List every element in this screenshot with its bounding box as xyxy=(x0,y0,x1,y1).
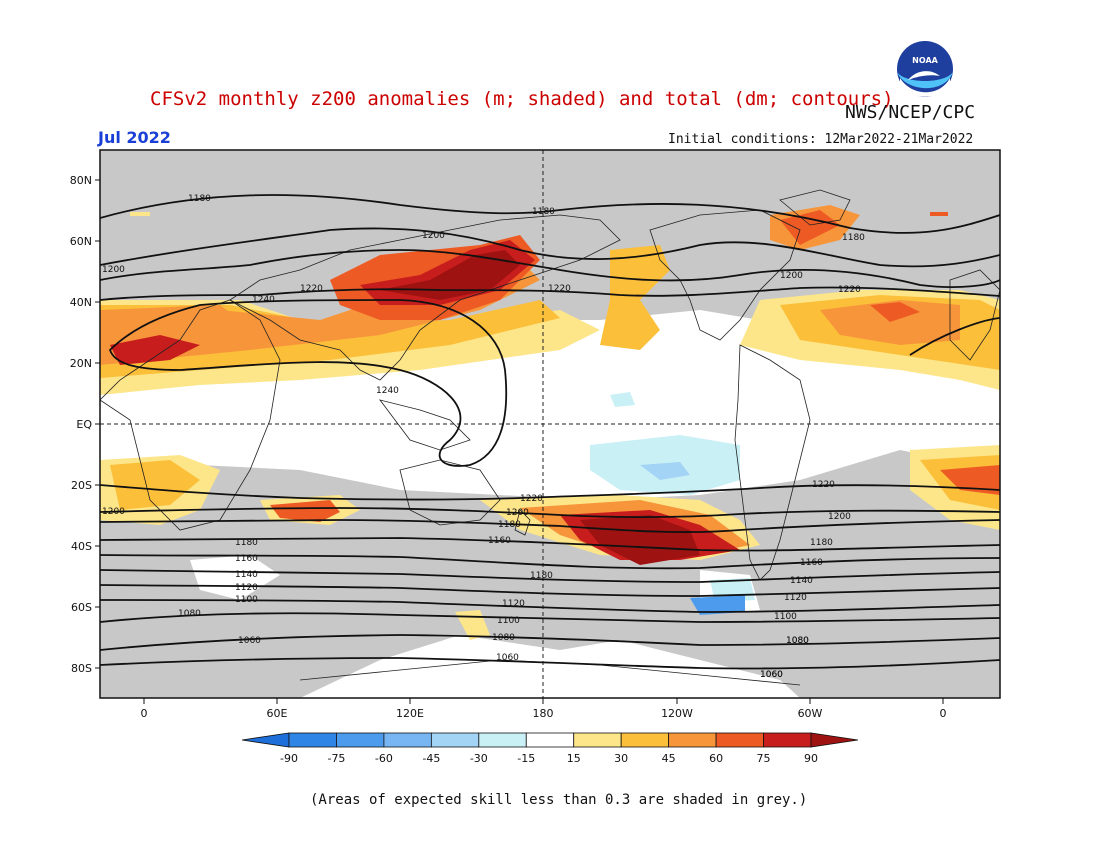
contour-label: 1180 xyxy=(532,207,555,217)
colorbar-label: -75 xyxy=(327,752,345,765)
lat-label: 80N xyxy=(70,174,92,187)
initial-conditions: Initial conditions: 12Mar2022-21Mar2022 xyxy=(668,132,974,147)
colorbar-box xyxy=(715,732,764,748)
colorbar-label: 60 xyxy=(709,752,723,765)
contour-label: 1220 xyxy=(300,284,323,294)
colorbar-box xyxy=(668,732,717,748)
colorbar-label: -45 xyxy=(422,752,440,765)
lat-label: 60N xyxy=(70,235,92,248)
contour-label: 1160 xyxy=(800,558,823,568)
contour-labels: 1180 1180 1200 1200 1220 1240 1220 1180 … xyxy=(102,194,865,680)
colorbar-box xyxy=(525,732,575,748)
colorbar-label: 30 xyxy=(614,752,628,765)
lon-label: 120W xyxy=(661,707,693,720)
colorbar-label: 90 xyxy=(804,752,818,765)
contour-label: 1100 xyxy=(497,616,520,626)
contour-label: 1240 xyxy=(252,295,275,305)
contour-label: 1060 xyxy=(238,636,261,646)
contour-label: 1120 xyxy=(235,583,258,593)
colorbar-arrow-high xyxy=(810,732,859,748)
lon-label: 0 xyxy=(141,707,148,720)
longitude-axis xyxy=(143,698,944,704)
contour-label: 1100 xyxy=(774,612,797,622)
contour-label: 1240 xyxy=(376,386,399,396)
height-contours xyxy=(100,194,1000,670)
coastlines xyxy=(100,189,1000,686)
neutral-regions xyxy=(100,310,1000,698)
chart-title: CFSv2 monthly z200 anomalies (m; shaded)… xyxy=(150,88,894,110)
contour-label: 1200 xyxy=(102,507,125,517)
contour-label: 1180 xyxy=(842,233,865,243)
colorbar-box xyxy=(383,732,432,748)
contour-label: 1140 xyxy=(790,576,813,586)
contour-label: 1100 xyxy=(235,595,258,605)
colorbar: -90 -75 -60 -45 -30 -15 15 30 45 60 75 90 xyxy=(241,732,859,765)
contour-label: 1180 xyxy=(530,571,553,581)
contour-label: 1200 xyxy=(506,508,529,518)
contour-label: 1200 xyxy=(422,231,445,241)
contour-label: 1200 xyxy=(828,512,851,522)
noaa-logo: NOAA xyxy=(897,41,953,97)
latitude-axis xyxy=(95,179,100,669)
contour-label: 1120 xyxy=(502,599,525,609)
colorbar-arrow-low xyxy=(241,732,290,748)
lon-label: 60W xyxy=(798,707,823,720)
contour-label: 1220 xyxy=(548,284,571,294)
lon-label: 60E xyxy=(267,707,288,720)
footnote: (Areas of expected skill less than 0.3 a… xyxy=(310,792,808,808)
contour-label: 1180 xyxy=(498,520,521,530)
lat-label: 20N xyxy=(70,357,92,370)
colorbar-box xyxy=(763,732,812,748)
contour-label: 1200 xyxy=(780,271,803,281)
colorbar-label: -90 xyxy=(280,752,298,765)
colorbar-box xyxy=(620,732,670,748)
contour-label: 1180 xyxy=(235,538,258,548)
contour-label: 1080 xyxy=(786,636,809,646)
contour-label: 1080 xyxy=(786,636,809,646)
contour-label: 1200 xyxy=(102,265,125,275)
colorbar-box xyxy=(430,732,480,748)
lat-label: 80S xyxy=(71,662,92,675)
colorbar-label: 45 xyxy=(662,752,676,765)
colorbar-box xyxy=(478,732,527,748)
contour-label: 1160 xyxy=(235,554,258,564)
colorbar-label: -60 xyxy=(375,752,393,765)
lon-label: 180 xyxy=(533,707,554,720)
forecast-month: Jul 2022 xyxy=(98,128,171,147)
lat-label: 40N xyxy=(70,296,92,309)
contour-label: 1180 xyxy=(810,538,833,548)
lat-label: 40S xyxy=(71,540,92,553)
colorbar-label: 75 xyxy=(757,752,771,765)
lat-label: 60S xyxy=(71,601,92,614)
logo-text: NOAA xyxy=(912,56,938,65)
colorbar-box xyxy=(336,732,385,748)
colorbar-label: 15 xyxy=(567,752,581,765)
colorbar-box xyxy=(288,732,337,748)
contour-label: 1080 xyxy=(178,609,201,619)
contour-label: 1140 xyxy=(235,570,258,580)
contour-label: 1060 xyxy=(760,670,783,680)
lat-label: EQ xyxy=(76,418,92,431)
positive-anomalies xyxy=(100,205,1000,640)
contour-label: 1220 xyxy=(520,494,543,504)
colorbar-box xyxy=(573,732,622,748)
lon-label: 120E xyxy=(396,707,424,720)
contour-label: 1220 xyxy=(838,285,861,295)
lon-label: 0 xyxy=(940,707,947,720)
agency-label: NWS/NCEP/CPC xyxy=(845,102,976,123)
contour-label: 1080 xyxy=(492,633,515,643)
contour-label: 1060 xyxy=(496,653,519,663)
lat-label: 20S xyxy=(71,479,92,492)
contour-label: 1120 xyxy=(784,593,807,603)
colorbar-label: -30 xyxy=(470,752,488,765)
contour-label: 1060 xyxy=(760,670,783,680)
contour-label: 1180 xyxy=(188,194,211,204)
colorbar-label: -15 xyxy=(517,752,535,765)
contour-label: 1160 xyxy=(488,536,511,546)
contour-label: 1220 xyxy=(812,480,835,490)
